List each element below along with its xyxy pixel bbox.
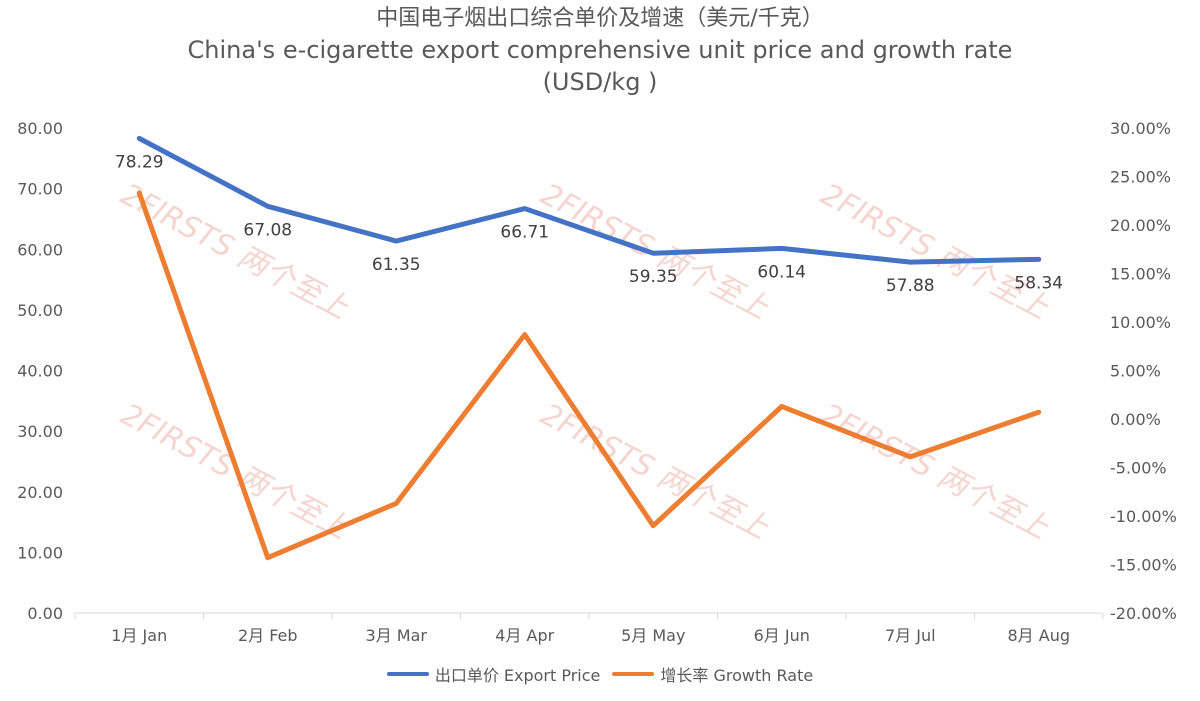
y-left-tick-label: 50.00 [17, 301, 63, 320]
legend-swatch-export-price [386, 672, 429, 676]
y-right-tick-label: 10.00% [1110, 313, 1171, 332]
y-left-tick-label: 80.00 [17, 119, 63, 138]
legend-item-growth-rate: 增长率 Growth Rate [612, 662, 813, 686]
data-label-export-price: 60.14 [757, 262, 806, 282]
data-label-export-price: 67.08 [243, 220, 292, 240]
x-category-label: 7月 Jul [885, 626, 936, 645]
data-label-export-price: 61.35 [372, 255, 421, 275]
y-left-tick-label: 30.00 [17, 422, 63, 441]
legend-label-export-price: 出口单价 Export Price [434, 666, 601, 685]
series-line-export-price [136, 135, 1042, 265]
x-category-label: 6月 Jun [754, 626, 810, 645]
y-right-tick-label: -5.00% [1110, 459, 1167, 478]
y-right-tick-label: 25.00% [1110, 168, 1171, 187]
data-label-export-price: 66.71 [500, 223, 549, 243]
y-left-tick-label: 20.00 [17, 483, 63, 502]
y-left-tick-label: 10.00 [17, 543, 63, 562]
watermark-brand: 2FIRSTS 两个至上 [815, 177, 1055, 327]
y-right-tick-label: 5.00% [1110, 362, 1161, 381]
series-line-growth-rate [136, 190, 1042, 561]
data-label-export-price: 57.88 [886, 276, 935, 296]
y-right-tick-label: 20.00% [1110, 216, 1171, 235]
x-category-label: 8月 Aug [1007, 626, 1070, 645]
x-category-label: 1月 Jan [111, 626, 167, 645]
chart-title-en: China's e-cigarette export comprehensive… [187, 36, 1013, 64]
y-left-tick-label: 0.00 [27, 604, 63, 623]
y-left-tick-label: 60.00 [17, 240, 63, 259]
chart-title: 中国电子烟出口综合单价及增速（美元/千克） China's e-cigarett… [0, 4, 1200, 98]
x-category-label: 3月 Mar [366, 626, 428, 645]
watermark-brand: 2FIRSTS 两个至上 [115, 177, 355, 327]
chart-title-zh: 中国电子烟出口综合单价及增速（美元/千克） [376, 6, 824, 31]
legend-label-growth-rate: 增长率 Growth Rate [660, 666, 814, 685]
legend-swatch-growth-rate [612, 672, 655, 676]
data-label-export-price: 59.35 [629, 267, 678, 287]
chart-title-unit: (USD/kg ) [542, 68, 658, 96]
chart-legend: 出口单价 Export Price 增长率 Growth Rate [0, 662, 1200, 686]
y-right-tick-label: -10.00% [1110, 507, 1177, 526]
y-right-tick-label: -20.00% [1110, 604, 1177, 623]
y-right-tick-label: 30.00% [1110, 119, 1171, 138]
y-right-tick-label: 0.00% [1110, 410, 1161, 429]
y-left-tick-label: 70.00 [17, 180, 63, 199]
x-category-label: 2月 Feb [238, 626, 298, 645]
data-label-export-price: 78.29 [115, 152, 164, 172]
y-right-tick-label: 15.00% [1110, 265, 1171, 284]
legend-item-export-price: 出口单价 Export Price [386, 662, 601, 686]
data-label-export-price: 58.34 [1014, 273, 1063, 293]
x-category-label: 4月 Apr [495, 626, 554, 645]
y-left-tick-label: 40.00 [17, 362, 63, 381]
y-right-tick-label: -15.00% [1110, 556, 1177, 575]
x-category-label: 5月 May [621, 626, 685, 645]
